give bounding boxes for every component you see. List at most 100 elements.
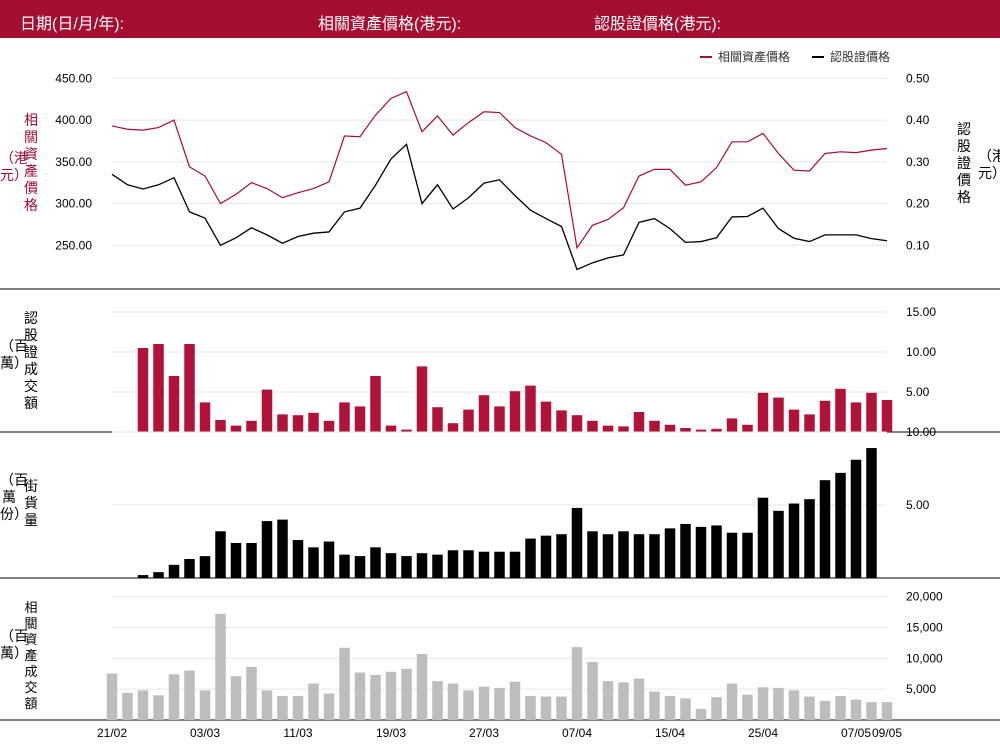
underlying-price-label: 相關資產價格(港元): <box>318 16 462 33</box>
x-axis-tick: 21/02 <box>97 726 127 740</box>
outstanding-bar <box>602 534 614 578</box>
outstanding-axis-tick: 5.00 <box>906 498 930 512</box>
outstanding-bar <box>215 531 226 578</box>
warrant-turnover-bar <box>199 402 211 432</box>
outstanding-bar <box>199 556 211 578</box>
warrant-turnover-bar <box>277 414 288 432</box>
underlying-turnover-axis-tick: 10,000 <box>906 651 943 665</box>
underlying-turnover-bar <box>509 681 521 720</box>
underlying-turnover-bar <box>587 661 598 720</box>
underlying-turnover-bar <box>277 695 288 720</box>
right-axis-tick: 0.20 <box>906 197 930 211</box>
underlying-turnover-bar <box>323 693 335 720</box>
underlying-turnover-bar <box>556 696 567 720</box>
outstanding-title: 街貨量 <box>24 478 38 528</box>
warrant-turnover-bar <box>323 420 335 432</box>
underlying-turnover-bar <box>788 690 800 720</box>
warrant-turnover-bar <box>432 407 443 432</box>
underlying-turnover-bar <box>773 687 784 720</box>
underlying-turnover-bar <box>215 613 226 720</box>
outstanding-bar <box>432 554 443 578</box>
outstanding-axis-tick: 10.00 <box>906 425 936 439</box>
warrant-price-line <box>111 143 888 271</box>
x-axis-tick: 07/04 <box>562 726 592 740</box>
warrant-turnover-bar <box>246 420 257 432</box>
underlying-turnover-bar <box>478 686 490 720</box>
right-axis-title: 認股證價格 <box>957 121 971 205</box>
right-axis-tick: 0.10 <box>906 238 930 252</box>
outstanding-bar <box>230 542 242 578</box>
right-axis-unit: （港元） <box>978 148 1000 181</box>
underlying-turnover-bar <box>308 683 319 720</box>
warrant-turnover-bar <box>401 429 412 432</box>
underlying-turnover-bar <box>742 694 753 720</box>
outstanding-bar <box>587 531 598 578</box>
underlying-turnover-bar <box>757 687 769 720</box>
outstanding-bar <box>478 551 490 578</box>
warrant-turnover-bar <box>370 376 381 432</box>
left-axis-tick: 250.00 <box>55 238 92 252</box>
warrant-turnover-bar <box>587 420 598 432</box>
warrant-turnover-bar <box>339 402 350 432</box>
outstanding-bar <box>757 497 769 578</box>
left-axis-tick: 300.00 <box>55 197 92 211</box>
warrant-turnover-bar <box>447 423 459 432</box>
warrant-turnover-bar <box>215 420 226 432</box>
underlying-turnover-bar <box>819 700 831 720</box>
legend-warrant[interactable]: 認股證價格 <box>811 48 890 65</box>
underlying-turnover-bar <box>602 681 614 720</box>
outstanding-bar <box>742 532 753 578</box>
outstanding-bar <box>804 499 815 578</box>
underlying-turnover-bar <box>401 668 412 720</box>
underlying-turnover-bar <box>230 676 242 720</box>
underlying-turnover-bar <box>447 683 459 720</box>
underlying-turnover-bar <box>525 695 536 720</box>
underlying-turnover-bar <box>804 696 815 720</box>
x-axis-tick: 03/03 <box>190 726 220 740</box>
underlying-turnover-bar <box>184 670 195 720</box>
underlying-turnover-bar <box>633 678 645 720</box>
outstanding-bar <box>261 521 273 578</box>
x-axis-tick: 19/03 <box>376 726 406 740</box>
outstanding-bar <box>773 510 784 578</box>
outstanding-bar <box>494 551 505 578</box>
left-axis-tick: 450.00 <box>55 71 92 85</box>
outstanding-bar <box>292 540 304 578</box>
outstanding-bar <box>850 459 862 578</box>
x-axis-tick: 15/04 <box>655 726 685 740</box>
outstanding-bar <box>680 523 691 578</box>
outstanding-bar <box>633 534 645 578</box>
outstanding-bar <box>571 507 583 578</box>
warrant-turnover-bar <box>866 392 877 432</box>
warrant-turnover-bar <box>168 376 180 432</box>
underlying-turnover-bar <box>618 682 629 720</box>
warrant-turnover-bar <box>137 348 149 432</box>
underlying-turnover-bar <box>726 683 738 720</box>
underlying-turnover-bar <box>261 690 273 720</box>
outstanding-bar <box>463 550 474 578</box>
outstanding-bar <box>618 531 629 578</box>
underlying-price-line <box>111 90 888 250</box>
warrant-turnover-bar <box>463 409 474 432</box>
legend-underlying[interactable]: 相關資產價格 <box>699 48 790 65</box>
warrant-turnover-bar <box>230 425 242 432</box>
right-axis-tick: 0.30 <box>906 155 930 169</box>
warrant-turnover-bar <box>633 412 645 432</box>
underlying-turnover-bar <box>385 671 397 720</box>
warrant-turnover-title: 認股證成交額 <box>24 310 38 411</box>
outstanding-bar <box>416 553 428 578</box>
warrant-turnover-bar <box>726 418 738 432</box>
outstanding-bar <box>556 534 567 578</box>
underlying-turnover-bar <box>695 708 707 720</box>
x-axis-tick: 27/03 <box>469 726 499 740</box>
underlying-turnover-bar <box>199 690 211 720</box>
underlying-turnover-axis-tick: 15,000 <box>906 620 943 634</box>
outstanding-bar <box>525 538 536 578</box>
underlying-turnover-bar <box>354 672 366 720</box>
underlying-turnover-bar <box>540 696 552 720</box>
warrant-turnover-bar <box>788 409 800 432</box>
warrant-turnover-axis-tick: 15.00 <box>906 305 936 319</box>
outstanding-bar <box>447 550 459 578</box>
warrant-turnover-bar <box>416 366 428 432</box>
